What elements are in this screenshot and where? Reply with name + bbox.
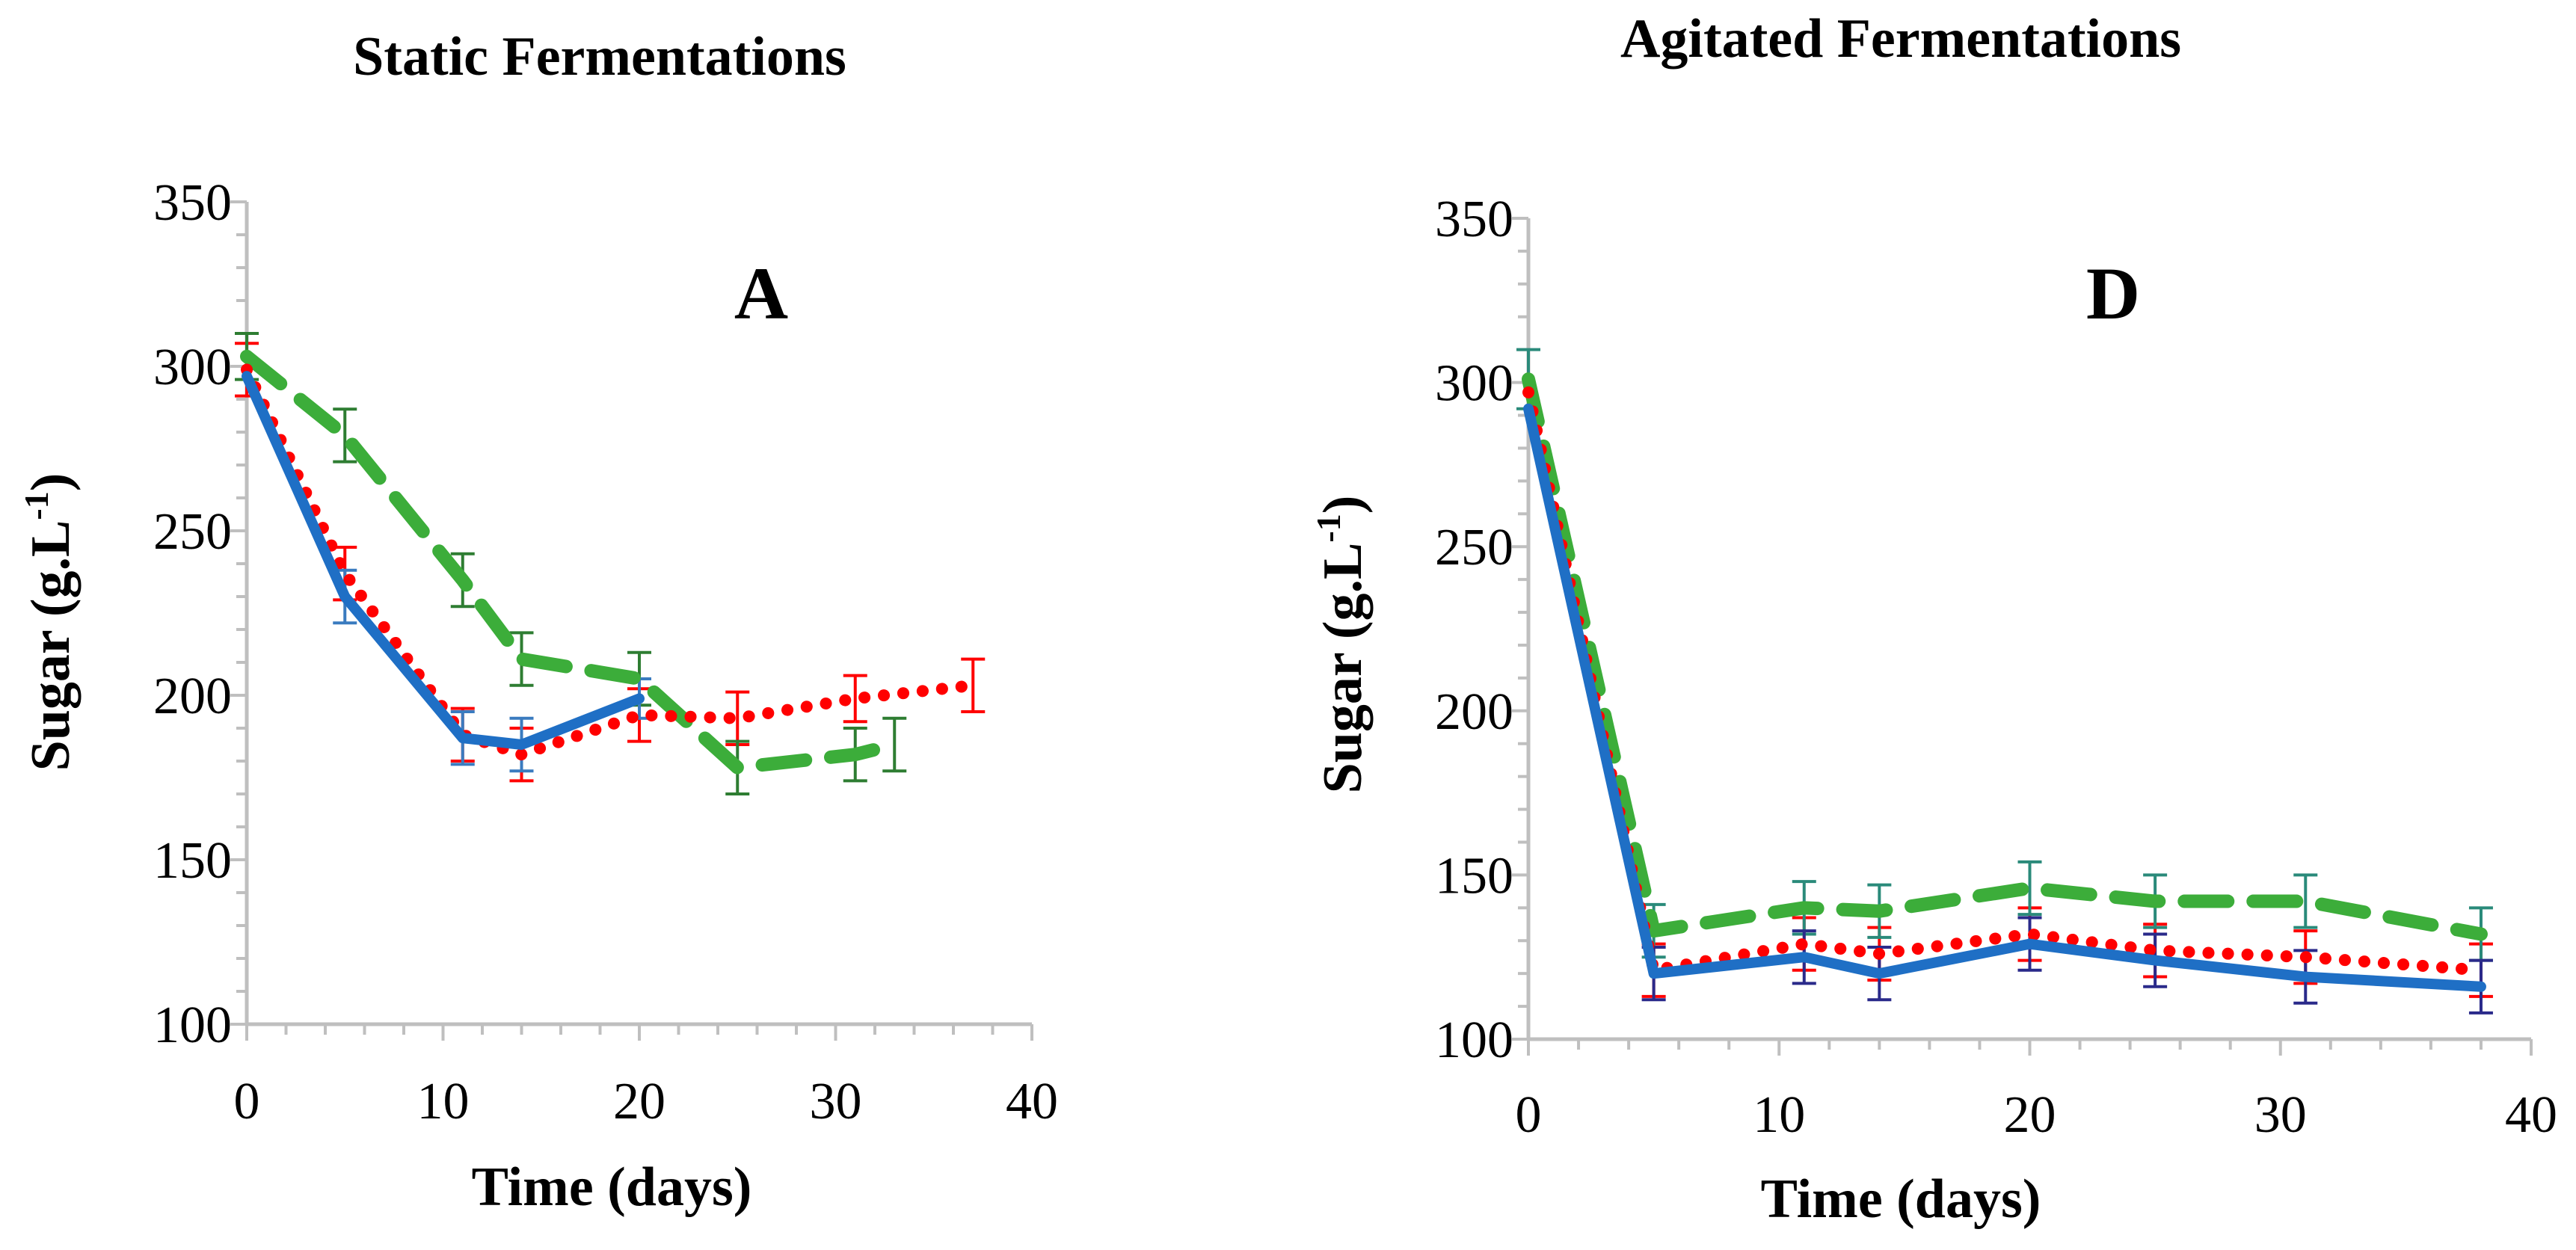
chart-d-y-tick-label: 350	[1435, 191, 1513, 248]
chart-a-x-tick-label: 20	[613, 1073, 665, 1130]
chart-a-errorbar	[843, 674, 867, 724]
chart-a-errorbar	[333, 407, 357, 464]
chart-d-plot: 100 150 200 250 300 350 0 10 20 30 40	[1435, 191, 2557, 1144]
chart-d-x-tick-label: 40	[2505, 1086, 2557, 1144]
chart-d-y-axis-label: Sugar (g.L-1)	[1309, 496, 1374, 794]
chart-a-errorbar	[882, 716, 907, 773]
chart-a-errorbar	[961, 657, 986, 713]
chart-d-series-dashed-line	[1522, 372, 2488, 941]
chart-a-x-tick-label: 40	[1006, 1073, 1058, 1130]
chart-a-y-axis-label: Sugar (g.L-1)	[17, 473, 82, 772]
chart-d-x-tick-label: 10	[1753, 1086, 1805, 1144]
chart-d-x-axis-label: Time (days)	[1761, 1169, 2041, 1230]
chart-d-y-tick-label: 200	[1435, 683, 1513, 741]
chart-d-series-solid-line	[1523, 403, 2486, 992]
chart-d-y-tick-label: 100	[1435, 1012, 1513, 1069]
chart-a-x-tick-label: 30	[810, 1073, 862, 1130]
chart-d-title: Agitated Fermentations	[1620, 8, 2181, 70]
chart-d-errorbar	[2293, 873, 2318, 929]
chart-d-panel-letter: D	[2086, 252, 2140, 335]
chart-a-y-tick-label: 300	[153, 339, 232, 396]
chart-d-series-dotted-line	[1522, 386, 2487, 976]
chart-d-errorbar	[2017, 860, 2042, 917]
chart-d-y-tick-label: 250	[1435, 519, 1513, 576]
chart-d-y-tick-label: 300	[1435, 355, 1513, 413]
chart-a-series-dotted-line	[241, 363, 980, 761]
chart-a-series-solid-line	[242, 371, 645, 750]
chart-d-y-tick-label: 150	[1435, 847, 1513, 905]
chart-a-plot: 100 150 200 250 300 350 0 10 20 30 40	[153, 174, 1058, 1130]
chart-d-x-tick-label: 0	[1516, 1086, 1542, 1144]
chart-a-x-tick-label: 10	[417, 1073, 470, 1130]
chart-a-panel-letter: A	[734, 252, 788, 335]
chart-a-series-dashed-line	[240, 349, 902, 775]
chart-a-y-tick-label: 200	[153, 668, 232, 725]
chart-a-y-tick-label: 100	[153, 997, 232, 1054]
chart-a-title: Static Fermentations	[353, 26, 846, 87]
chart-a-x-tick-label: 0	[234, 1073, 260, 1130]
chart-d-x-tick-label: 30	[2254, 1086, 2307, 1144]
chart-a-x-axis-label: Time (days)	[472, 1157, 752, 1218]
chart-d-x-tick-label: 20	[2004, 1086, 2056, 1144]
chart-a-y-tick-label: 350	[153, 174, 232, 232]
chart-a-y-tick-label: 250	[153, 503, 232, 561]
chart-a-y-tick-label: 150	[153, 832, 232, 890]
